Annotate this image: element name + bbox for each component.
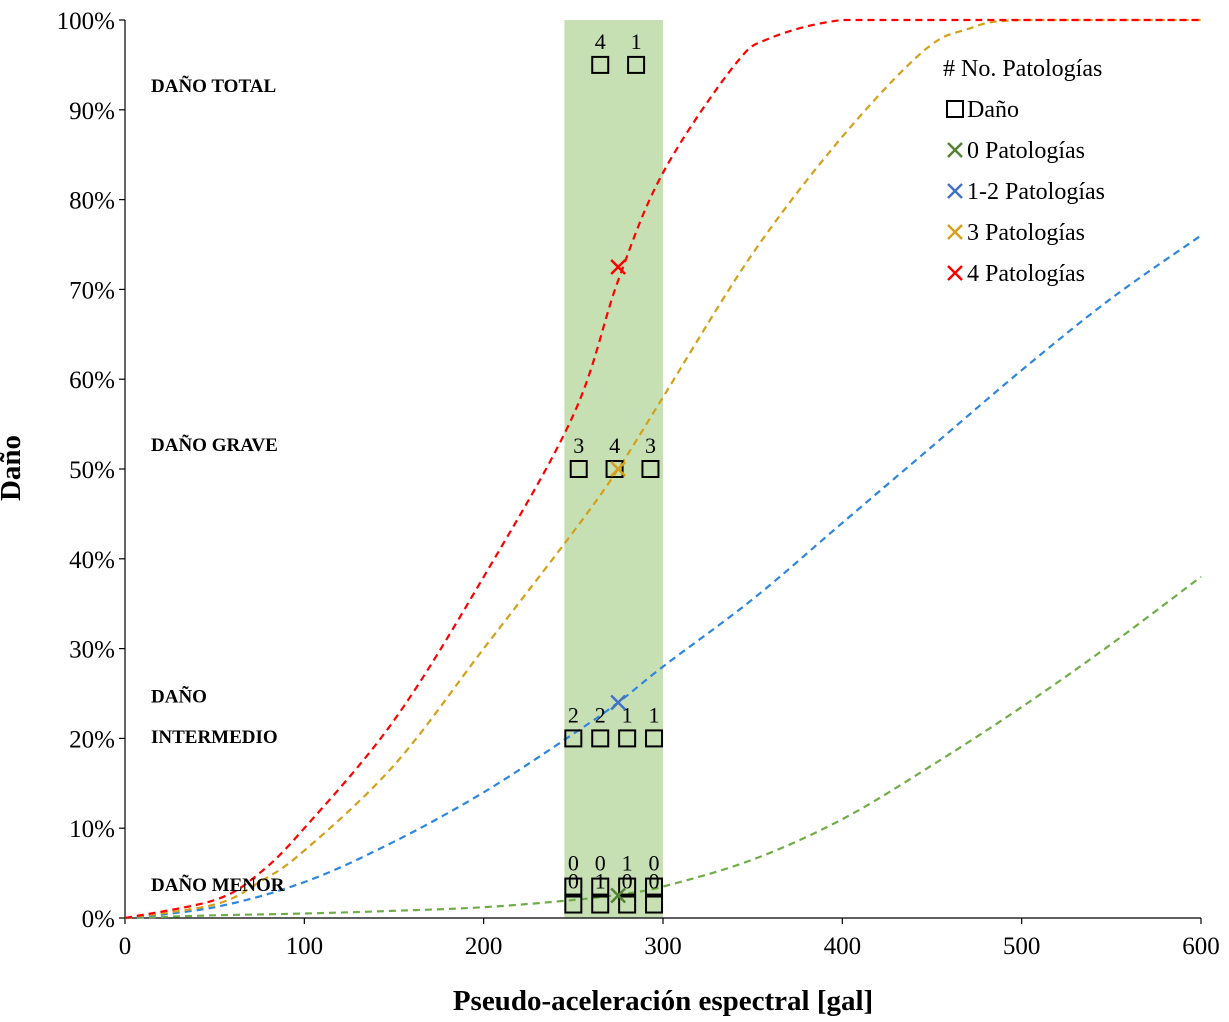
damage-squares-layer: 4 13 4 32 2 1 10 0 1 00 1 0 0 — [564, 29, 664, 914]
damage-level-label: DAÑO GRAVE — [151, 434, 278, 456]
damage-square — [645, 895, 664, 914]
x-marker-0-patolog-as — [610, 887, 627, 904]
y-tick-label: 70% — [69, 277, 115, 304]
x-tick-label: 600 — [1182, 933, 1220, 960]
pathology-count-label: 0 — [568, 869, 579, 894]
damage-square — [605, 460, 624, 478]
highlight-band — [564, 20, 663, 918]
curve-4-patolog-as — [124, 18, 1201, 920]
legend-entry-label: Daño — [967, 97, 1019, 123]
damage-square — [641, 460, 660, 478]
pathology-count-label: 0 — [649, 869, 660, 894]
x-tick-label: 0 — [119, 933, 132, 960]
damage-level-label: DAÑO TOTAL — [151, 75, 276, 97]
legend-entry-label: 0 Patologías — [967, 138, 1085, 164]
damage-square — [564, 729, 583, 748]
legend-x-marker — [947, 142, 963, 158]
damage-square — [618, 729, 637, 748]
curve-3-patolog-as — [124, 18, 1201, 920]
y-tick-label: 60% — [69, 367, 115, 394]
curves-layer — [124, 18, 1202, 920]
y-tick-label: 0% — [82, 906, 115, 933]
y-tick-label: 10% — [69, 816, 115, 843]
pathology-count-label: 2 — [568, 702, 579, 727]
x-tick-label: 500 — [1003, 933, 1041, 960]
legend: # No. Patologías Daño 0 Patologías 1-2 Pato… — [943, 56, 1105, 287]
damage-square — [627, 55, 646, 74]
damage-level-label: DAÑO MENOR — [151, 874, 285, 896]
damage-square — [618, 877, 637, 896]
pathology-count-label: 4 — [595, 29, 606, 54]
x-axis-title: Pseudo-aceleración espectral [gal] — [453, 985, 873, 1017]
x-tick-label: 400 — [824, 933, 862, 960]
pathology-count-label: 0 — [595, 851, 606, 876]
pathology-count-label: 1 — [595, 869, 606, 894]
points-layer — [610, 259, 627, 904]
damage-level-label: DAÑO — [151, 685, 207, 707]
curve-1-2-patolog-as — [124, 234, 1202, 920]
x-tick-label: 100 — [286, 933, 324, 960]
pathology-count-label: 4 — [609, 433, 620, 458]
legend-entry-label: 1-2 Patologías — [967, 179, 1105, 205]
y-axis-title: Daño — [0, 435, 27, 501]
x-marker-1-2-patolog-as — [610, 694, 627, 711]
pathology-count-label: 0 — [649, 851, 660, 876]
axes-layer: 0%10%20%30%40%50%60%70%80%90%100%0 100 200… — [57, 8, 1220, 960]
damage-square — [564, 895, 583, 914]
x-marker-4-patolog-as — [610, 259, 627, 275]
y-tick-label: 50% — [69, 457, 115, 484]
pathology-count-label: 3 — [645, 433, 656, 458]
damage-square — [618, 895, 637, 914]
x-tick-label: 300 — [644, 933, 682, 960]
damage-levels-layer: DAÑO TOTAL DAÑO GRAVE DAÑO INTERMEDIO DAÑO M… — [151, 75, 285, 896]
pathology-count-label: 3 — [573, 433, 584, 458]
pathology-count-label: 2 — [595, 702, 606, 727]
pathology-count-label: 0 — [568, 851, 579, 876]
damage-square — [645, 877, 664, 896]
pathology-count-label: 1 — [649, 702, 660, 727]
damage-square — [569, 460, 588, 478]
x-marker-3-patolog-as — [610, 461, 627, 477]
damage-square — [645, 729, 664, 748]
pathology-count-label: 0 — [622, 869, 633, 894]
pathology-count-label: 1 — [631, 29, 642, 54]
damage-square — [591, 895, 610, 914]
legend-entry-label: 4 Patologías — [967, 261, 1085, 287]
y-tick-label: 90% — [69, 98, 115, 125]
x-tick-label: 200 — [465, 933, 503, 960]
damage-square — [564, 877, 583, 896]
legend-x-marker — [947, 183, 963, 199]
legend-entry-label: 3 Patologías — [967, 220, 1085, 246]
damage-square — [591, 877, 610, 896]
damage-level-label: INTERMEDIO — [151, 727, 278, 748]
y-tick-label: 30% — [69, 637, 115, 664]
y-tick-label: 40% — [69, 547, 115, 574]
damage-square — [591, 55, 610, 74]
y-tick-label: 20% — [69, 726, 115, 753]
highlight-band-layer — [564, 20, 663, 918]
pathology-count-label: 1 — [622, 702, 633, 727]
pathology-count-label: 1 — [622, 851, 633, 876]
damage-square — [591, 729, 610, 748]
legend-x-marker — [947, 265, 963, 281]
y-tick-label: 80% — [69, 188, 115, 215]
y-tick-label: 100% — [57, 8, 115, 35]
legend-title: # No. Patologías — [943, 56, 1102, 82]
legend-square-marker — [946, 100, 964, 118]
legend-x-marker — [947, 224, 963, 240]
curve-0-patolog-as — [124, 575, 1202, 920]
